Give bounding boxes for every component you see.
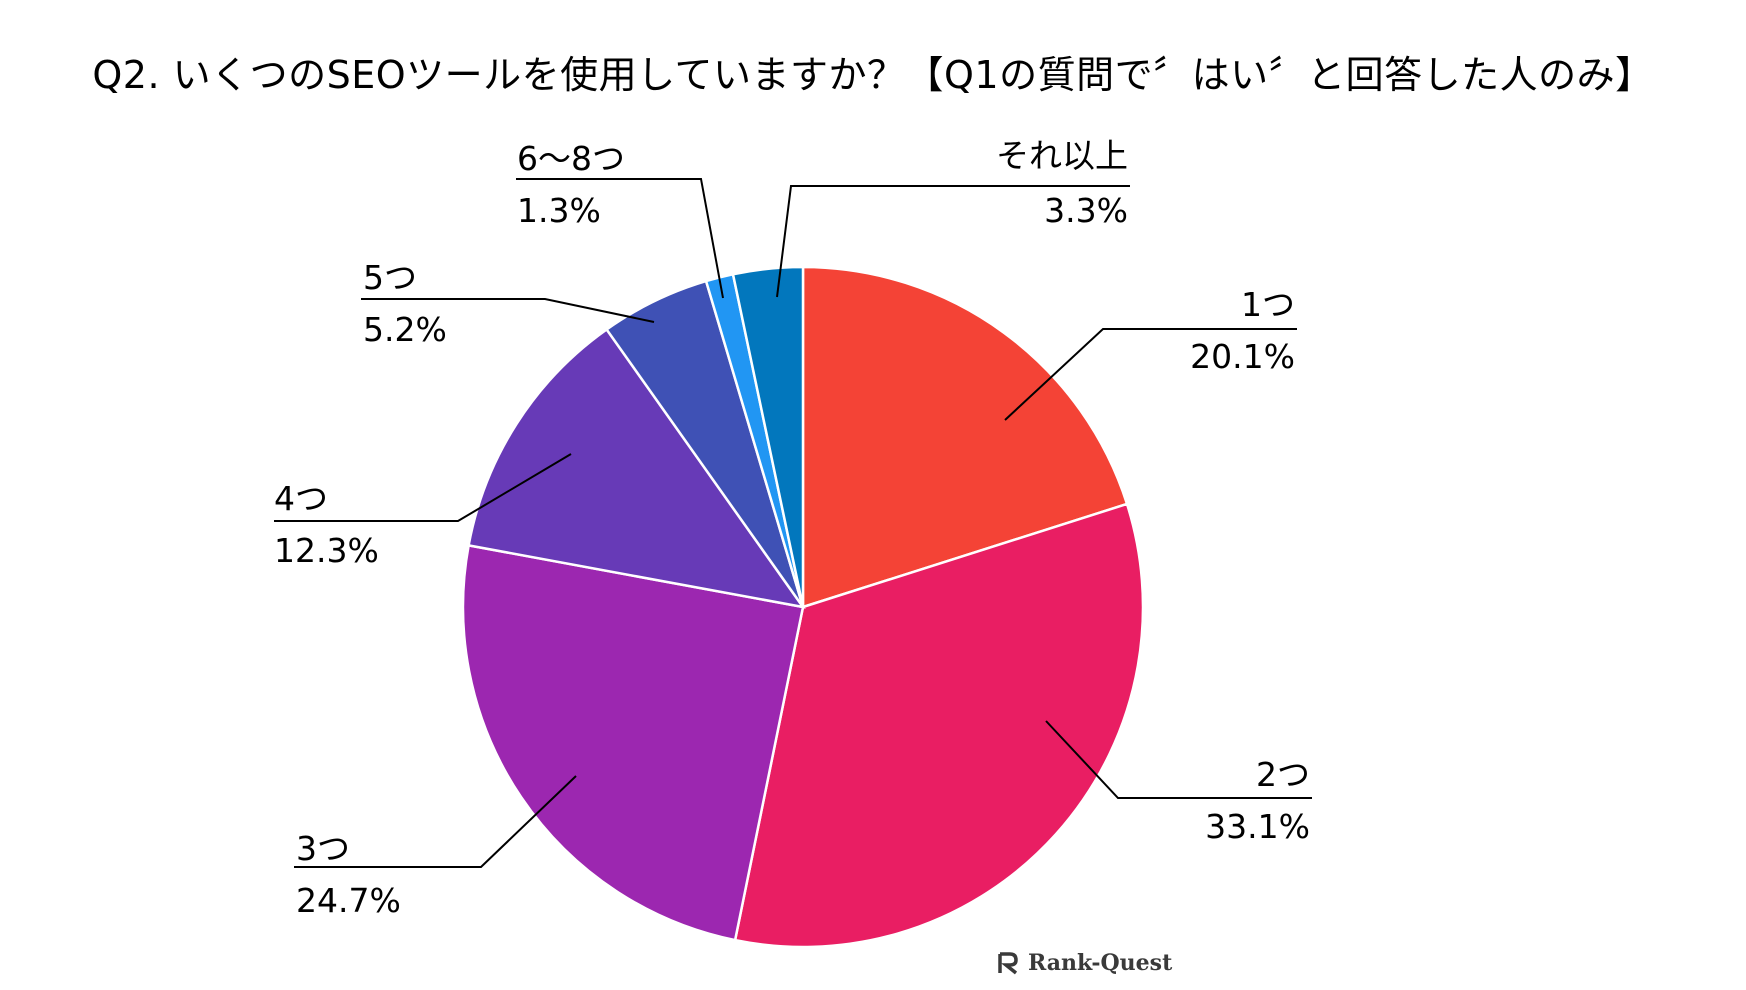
leader-line-3 [294, 775, 577, 868]
chart-title: Q2. いくつのSEOツールを使用していますか？【Q1の質問で〞はい〞と回答した… [92, 53, 1654, 97]
category-label-4: 4つ [274, 479, 328, 518]
category-label-1: 1つ [1241, 285, 1295, 324]
leader-line-2 [1045, 720, 1312, 799]
leader-line-6 [516, 178, 724, 299]
leader-line-5 [361, 298, 655, 323]
leader-line-4 [274, 453, 572, 522]
leader-line-7 [776, 185, 1130, 298]
category-label-3: 3つ [296, 829, 350, 868]
rank-quest-logo-icon [998, 952, 1018, 975]
category-label-7: それ以上 [996, 136, 1128, 175]
value-label-3: 24.7% [296, 881, 401, 920]
value-label-1: 20.1% [1190, 337, 1295, 376]
value-label-2: 33.1% [1205, 807, 1310, 846]
value-label-4: 12.3% [274, 531, 379, 570]
category-label-5: 5つ [363, 258, 417, 297]
pie-slice-4 [467, 327, 806, 609]
leader-line-1 [1004, 328, 1297, 421]
pie-slice-7 [731, 265, 805, 608]
pie-slice-3 [461, 543, 805, 942]
pie-slice-2 [733, 502, 1145, 949]
value-label-7: 3.3% [1044, 191, 1128, 230]
category-label-6: 6～8つ [517, 139, 625, 178]
value-label-5: 5.2% [363, 310, 447, 349]
pie-slice-1 [801, 265, 1129, 609]
rank-quest-logo: Rank-Quest [996, 950, 1172, 976]
value-label-6: 1.3% [517, 191, 601, 230]
logo-text: Rank-Quest [1028, 950, 1173, 976]
category-label-2: 2つ [1256, 755, 1310, 794]
